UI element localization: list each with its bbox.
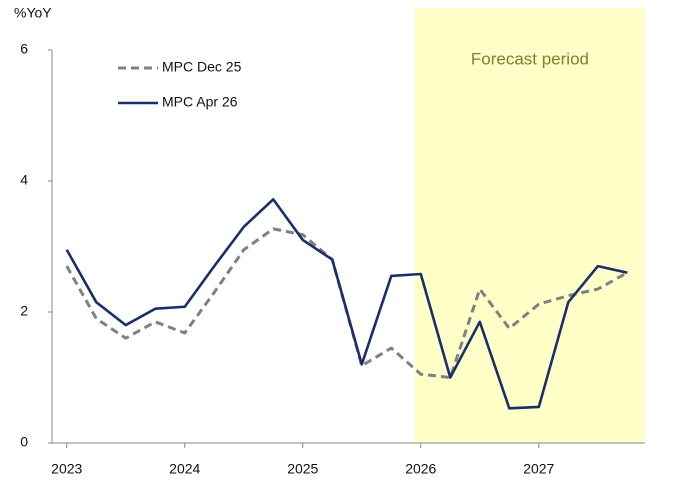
legend-label: MPC Apr 26 bbox=[162, 94, 238, 110]
legend-label: MPC Dec 25 bbox=[162, 59, 242, 75]
y-unit-label: %YoY bbox=[14, 5, 52, 21]
x-tick-label: 2027 bbox=[523, 461, 554, 477]
y-tick-label: 2 bbox=[20, 303, 28, 319]
y-tick-label: 0 bbox=[20, 434, 28, 450]
x-tick-label: 2025 bbox=[287, 461, 318, 477]
y-tick-label: 6 bbox=[20, 41, 28, 57]
x-tick-label: 2024 bbox=[169, 461, 200, 477]
x-tick-label: 2026 bbox=[405, 461, 436, 477]
x-tick-label: 2023 bbox=[51, 461, 82, 477]
series-line bbox=[65, 198, 628, 410]
y-tick-label: 4 bbox=[20, 172, 28, 188]
forecast-label: Forecast period bbox=[471, 49, 589, 68]
